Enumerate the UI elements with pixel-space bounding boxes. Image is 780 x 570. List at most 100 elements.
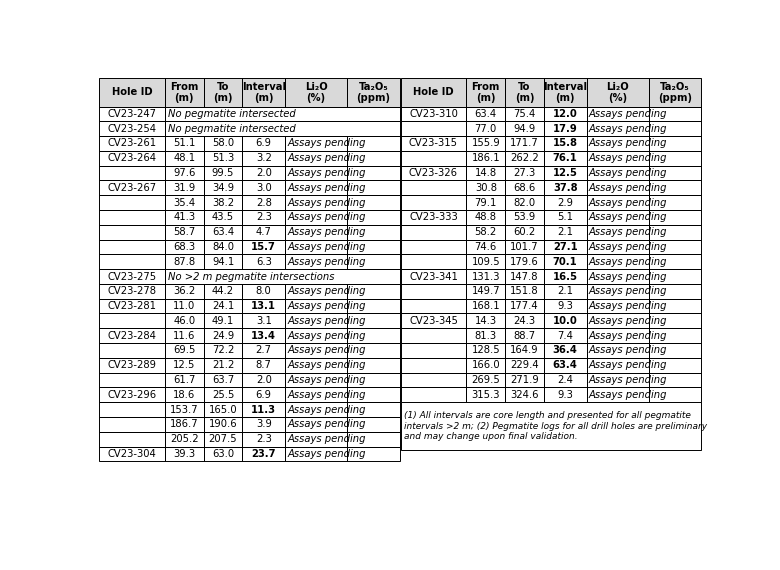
Bar (243, 417, 285, 431)
Bar (648, 328, 701, 343)
Bar (99, 328, 165, 343)
Text: Assays pending: Assays pending (589, 286, 668, 296)
Bar (505, 373, 544, 388)
Bar (99, 328, 165, 343)
Text: No pegmatite intersected: No pegmatite intersected (168, 124, 296, 134)
Bar (466, 210, 505, 225)
Bar (466, 166, 505, 181)
Bar (587, 210, 648, 225)
Text: Assays pending: Assays pending (589, 256, 668, 267)
Bar (466, 269, 505, 284)
Bar (99, 136, 165, 151)
Bar (466, 136, 505, 151)
Bar (243, 239, 285, 254)
Bar (99, 136, 165, 151)
Bar (204, 210, 243, 225)
Text: 30.8: 30.8 (475, 183, 497, 193)
Bar (165, 166, 204, 181)
Text: CV23-264: CV23-264 (108, 153, 157, 163)
Bar (544, 373, 587, 388)
Bar (347, 284, 399, 299)
Bar (285, 210, 399, 225)
Text: Assays pending: Assays pending (287, 242, 366, 252)
Bar (243, 314, 285, 328)
Bar (99, 121, 165, 136)
Bar (165, 314, 204, 328)
Bar (466, 343, 505, 358)
Bar (648, 269, 701, 284)
Bar (544, 299, 587, 314)
Bar (165, 181, 204, 195)
Bar (648, 166, 701, 181)
Bar (466, 225, 505, 239)
Text: Assays pending: Assays pending (589, 345, 668, 356)
Bar (165, 239, 204, 254)
Bar (99, 402, 165, 417)
Bar (505, 299, 544, 314)
Bar (505, 388, 544, 402)
Text: 101.7: 101.7 (510, 242, 539, 252)
Bar (204, 373, 243, 388)
Bar (243, 446, 285, 461)
Bar (400, 225, 466, 239)
Bar (204, 417, 243, 431)
Text: Assays pending: Assays pending (589, 390, 668, 400)
Text: 4.7: 4.7 (256, 227, 271, 237)
Bar (505, 239, 544, 254)
Bar (544, 195, 587, 210)
Bar (505, 210, 544, 225)
Bar (285, 181, 399, 195)
Bar (285, 299, 347, 314)
Text: 2.0: 2.0 (256, 168, 271, 178)
Text: 53.9: 53.9 (513, 213, 536, 222)
Text: 229.4: 229.4 (510, 360, 539, 370)
Text: Assays pending: Assays pending (287, 168, 366, 178)
Bar (285, 373, 399, 388)
Bar (466, 284, 505, 299)
Bar (285, 136, 347, 151)
Bar (243, 254, 285, 269)
Bar (165, 431, 204, 446)
Bar (544, 121, 587, 136)
Bar (99, 239, 165, 254)
Bar (544, 269, 587, 284)
Bar (648, 388, 701, 402)
Bar (165, 269, 399, 284)
Bar (505, 314, 544, 328)
Text: Assays pending: Assays pending (287, 405, 366, 414)
Bar (587, 358, 701, 373)
Bar (400, 269, 466, 284)
Text: 6.9: 6.9 (256, 139, 271, 148)
Text: 99.5: 99.5 (212, 168, 234, 178)
Bar (505, 121, 544, 136)
Bar (243, 328, 285, 343)
Bar (400, 136, 466, 151)
Bar (544, 181, 587, 195)
Bar (466, 239, 505, 254)
Bar (544, 210, 587, 225)
Bar (285, 136, 399, 151)
Bar (99, 107, 165, 121)
Bar (587, 358, 648, 373)
Text: 12.0: 12.0 (553, 109, 577, 119)
Bar (400, 314, 466, 328)
Bar (285, 210, 347, 225)
Bar (99, 151, 165, 166)
Bar (347, 417, 399, 431)
Text: 24.1: 24.1 (212, 301, 234, 311)
Bar (204, 239, 243, 254)
Bar (347, 299, 399, 314)
Bar (347, 239, 399, 254)
Text: 27.3: 27.3 (513, 168, 536, 178)
Bar (505, 328, 544, 343)
Text: 76.1: 76.1 (553, 153, 578, 163)
Bar (99, 373, 165, 388)
Bar (243, 402, 285, 417)
Bar (400, 181, 466, 195)
Bar (243, 79, 285, 107)
Bar (587, 328, 701, 343)
Text: 43.5: 43.5 (212, 213, 234, 222)
Bar (587, 121, 648, 136)
Bar (204, 136, 243, 151)
Bar (400, 269, 466, 284)
